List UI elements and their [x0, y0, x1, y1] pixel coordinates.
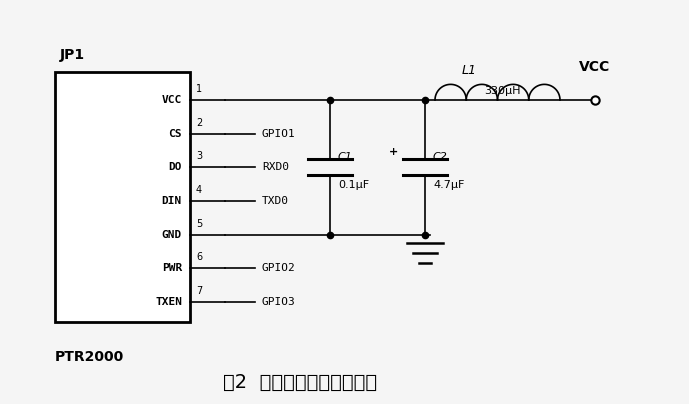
Text: 6: 6 — [196, 252, 202, 262]
Text: 0.1μF: 0.1μF — [338, 180, 369, 190]
Text: DIN: DIN — [162, 196, 182, 206]
Text: JP1: JP1 — [60, 48, 85, 62]
Text: C1: C1 — [338, 152, 353, 162]
Text: VCC: VCC — [162, 95, 182, 105]
Text: PWR: PWR — [162, 263, 182, 274]
Text: L1: L1 — [462, 64, 477, 78]
Text: 4: 4 — [196, 185, 202, 195]
Text: TXD0: TXD0 — [262, 196, 289, 206]
Text: DO: DO — [169, 162, 182, 173]
Text: 2: 2 — [196, 118, 203, 128]
Text: VCC: VCC — [579, 60, 610, 74]
Text: 330μH: 330μH — [484, 86, 521, 96]
Text: GPIO1: GPIO1 — [262, 128, 296, 139]
Text: 7: 7 — [196, 286, 203, 296]
Text: GND: GND — [162, 229, 182, 240]
Text: 图2  无线通信模块接口电路: 图2 无线通信模块接口电路 — [223, 372, 377, 391]
Text: C2: C2 — [433, 152, 448, 162]
Text: 3: 3 — [196, 152, 202, 161]
Text: 4.7μF: 4.7μF — [433, 180, 464, 190]
Bar — [55, 72, 190, 322]
Text: 1: 1 — [196, 84, 202, 94]
Text: GPIO3: GPIO3 — [262, 297, 296, 307]
Text: +: + — [389, 147, 398, 157]
Text: CS: CS — [169, 128, 182, 139]
Text: GPIO2: GPIO2 — [262, 263, 296, 274]
Text: TXEN: TXEN — [155, 297, 182, 307]
Text: 5: 5 — [196, 219, 203, 229]
Text: PTR2000: PTR2000 — [55, 350, 124, 364]
Text: RXD0: RXD0 — [262, 162, 289, 173]
